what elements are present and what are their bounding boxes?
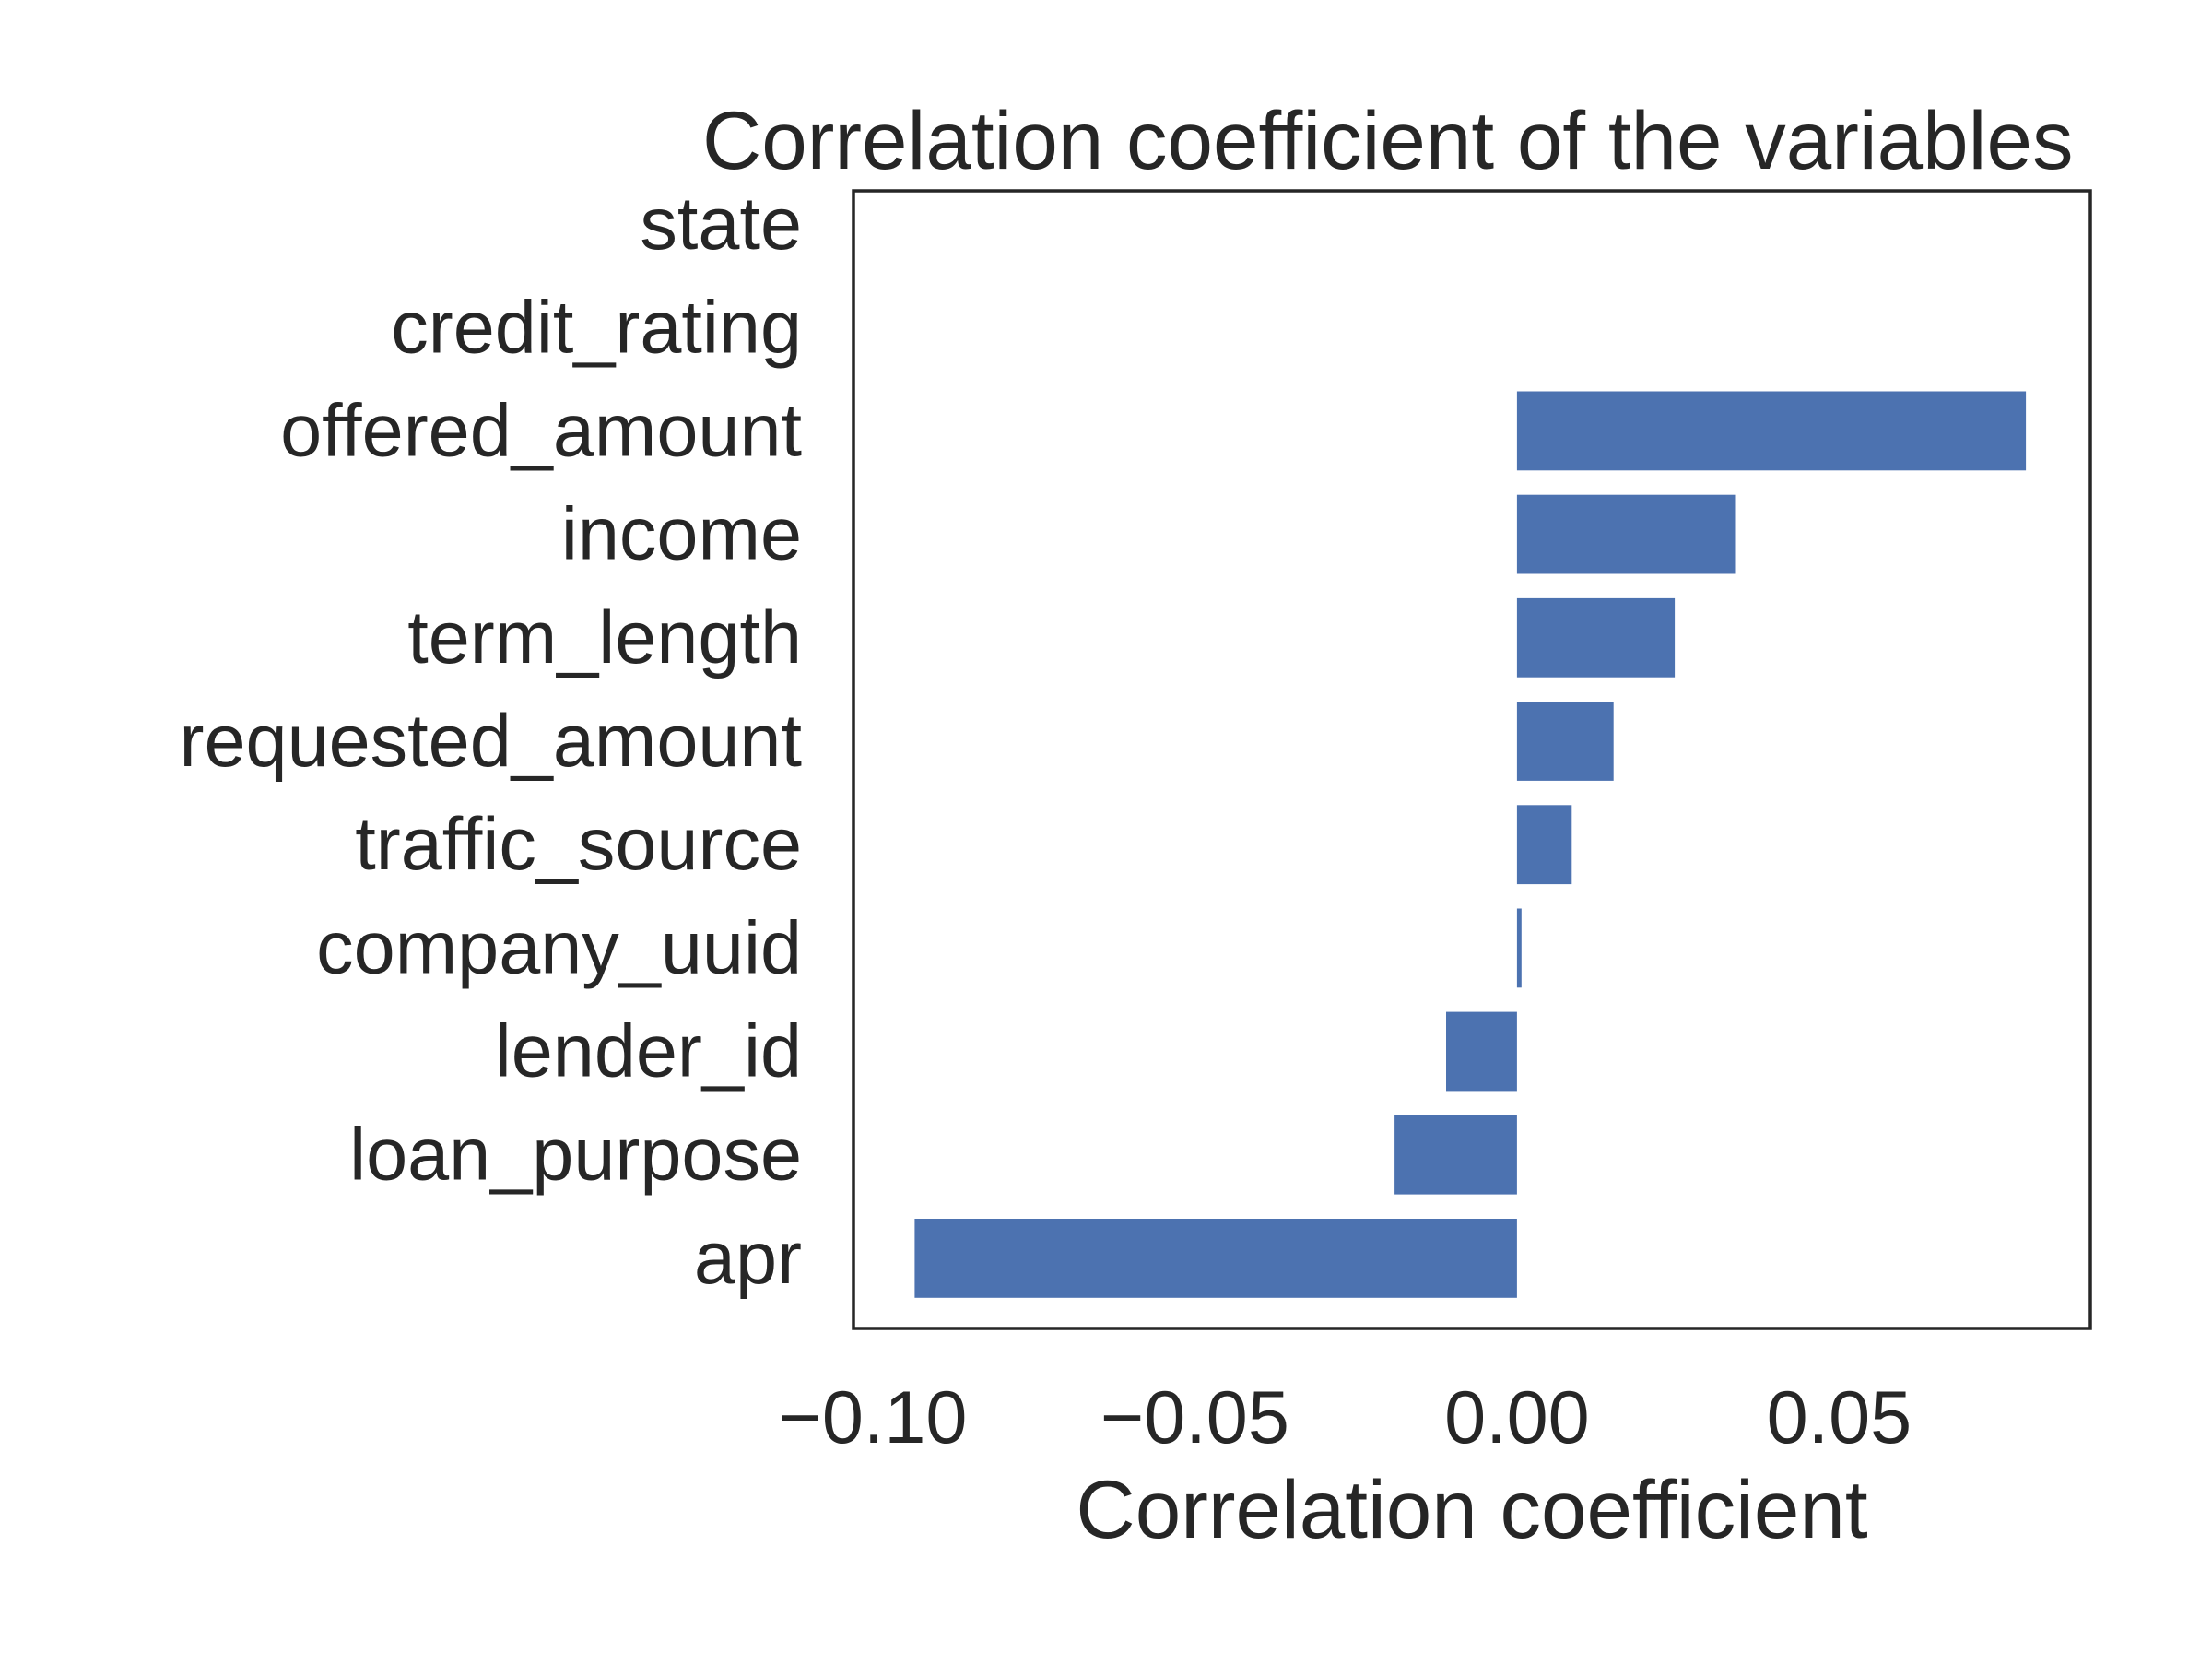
bars-layer: [914, 391, 2027, 1298]
bar-offered-amount: [1516, 391, 2027, 471]
y-tick-label-credit-rating: credit_rating: [391, 286, 802, 369]
plot-frame: [852, 189, 2092, 1330]
y-tick-label-loan-purpose: loan_purpose: [349, 1114, 802, 1197]
x-tick-labels: −0.10 −0.05 0.00 0.05: [779, 1376, 1912, 1459]
y-tick-label-income: income: [561, 493, 802, 576]
bar-term-length: [1516, 597, 1676, 678]
x-tick-label: −0.10: [779, 1376, 968, 1459]
x-tick-label: 0.05: [1767, 1376, 1912, 1459]
bar-requested-amount: [1516, 702, 1614, 781]
y-tick-label-term-length: term_length: [407, 596, 802, 679]
y-tick-label-company-uuid: company_uuid: [316, 906, 802, 989]
bar-traffic-source: [1516, 805, 1572, 885]
chart-title: Correlation coefficient of the variables: [702, 94, 2073, 186]
bar-apr: [914, 1219, 1517, 1298]
x-tick-label: −0.05: [1100, 1376, 1289, 1459]
bar-loan-purpose: [1394, 1115, 1517, 1195]
bar-company-uuid: [1516, 908, 1522, 988]
x-axis-label: Correlation coefficient: [1076, 1463, 1867, 1555]
bar-income: [1516, 494, 1736, 574]
y-tick-label-requested-amount: requested_amount: [180, 700, 803, 783]
y-tick-label-lender-id: lender_id: [495, 1010, 802, 1093]
y-tick-label-state: state: [640, 183, 802, 266]
bar-lender-id: [1446, 1011, 1517, 1092]
y-tick-label-apr: apr: [694, 1217, 802, 1300]
y-tick-label-offered-amount: offered_amount: [280, 390, 802, 473]
x-tick-label: 0.00: [1444, 1376, 1590, 1459]
y-tick-label-traffic-source: traffic_source: [355, 803, 802, 886]
